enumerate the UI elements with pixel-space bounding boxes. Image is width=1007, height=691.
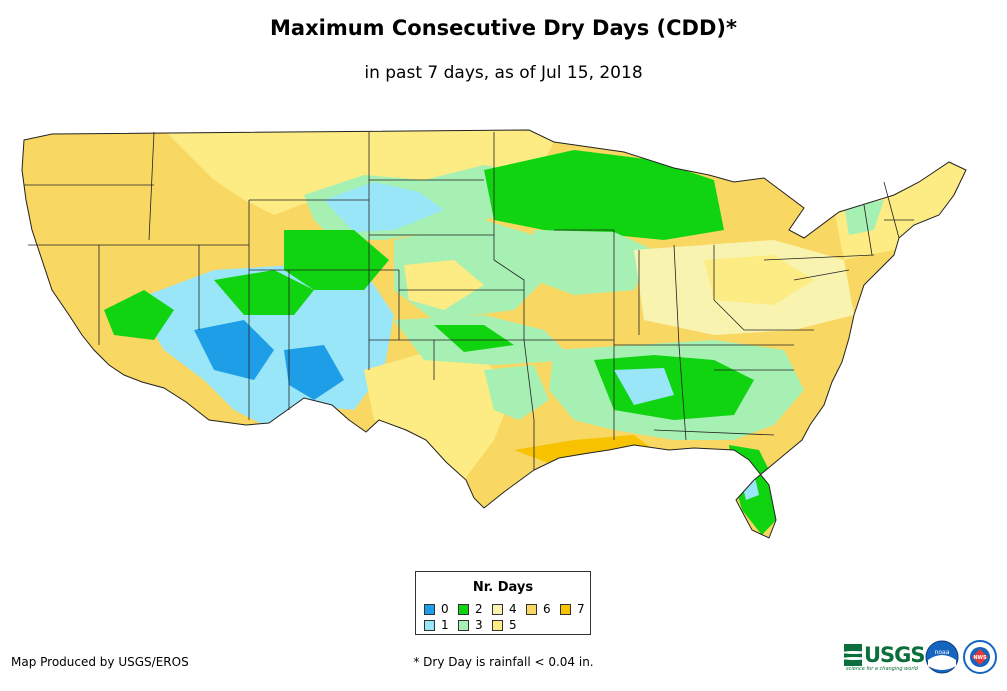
legend-label: 4 xyxy=(509,602,517,616)
footnote: * Dry Day is rainfall < 0.04 in. xyxy=(413,655,594,669)
usgs-tagline: science for a changing world xyxy=(846,666,918,672)
usgs-logo-text: USGS xyxy=(864,643,926,667)
map-subtitle: in past 7 days, as of Jul 15, 2018 xyxy=(364,63,643,83)
svg-text:NWS: NWS xyxy=(973,655,987,661)
legend-swatch xyxy=(492,619,503,631)
legend-swatch xyxy=(458,603,469,615)
noaa-logo: noaa xyxy=(925,640,959,674)
legend-label: 6 xyxy=(543,602,551,616)
legend-item-0: 0 xyxy=(424,602,449,616)
svg-text:noaa: noaa xyxy=(935,649,950,656)
legend-item-5: 5 xyxy=(492,618,517,632)
legend-item-7: 7 xyxy=(560,602,585,616)
usgs-logo: USGS xyxy=(844,643,926,667)
legend-label: 1 xyxy=(441,618,449,632)
legend-swatch xyxy=(526,603,537,615)
legend-swatch xyxy=(492,603,503,615)
usgs-wave-icon xyxy=(844,644,862,666)
legend-item-3: 3 xyxy=(458,618,483,632)
legend: Nr. Days 0 1 2 3 4 5 6 7 xyxy=(415,571,591,635)
legend-label: 3 xyxy=(475,618,483,632)
legend-item-6: 6 xyxy=(526,602,551,616)
legend-title: Nr. Days xyxy=(472,580,534,595)
nws-logo: NWS xyxy=(963,640,997,674)
legend-label: 7 xyxy=(577,602,585,616)
map-title: Maximum Consecutive Dry Days (CDD)* xyxy=(270,16,737,40)
us-dry-days-map xyxy=(21,129,967,539)
legend-swatch xyxy=(458,619,469,631)
legend-item-4: 4 xyxy=(492,602,517,616)
legend-label: 2 xyxy=(475,602,483,616)
legend-swatch xyxy=(424,603,435,615)
legend-swatch xyxy=(424,619,435,631)
legend-swatch xyxy=(560,603,571,615)
legend-label: 0 xyxy=(441,602,449,616)
legend-label: 5 xyxy=(509,618,517,632)
map-credit: Map Produced by USGS/EROS xyxy=(11,655,189,669)
legend-item-2: 2 xyxy=(458,602,483,616)
legend-item-1: 1 xyxy=(424,618,449,632)
